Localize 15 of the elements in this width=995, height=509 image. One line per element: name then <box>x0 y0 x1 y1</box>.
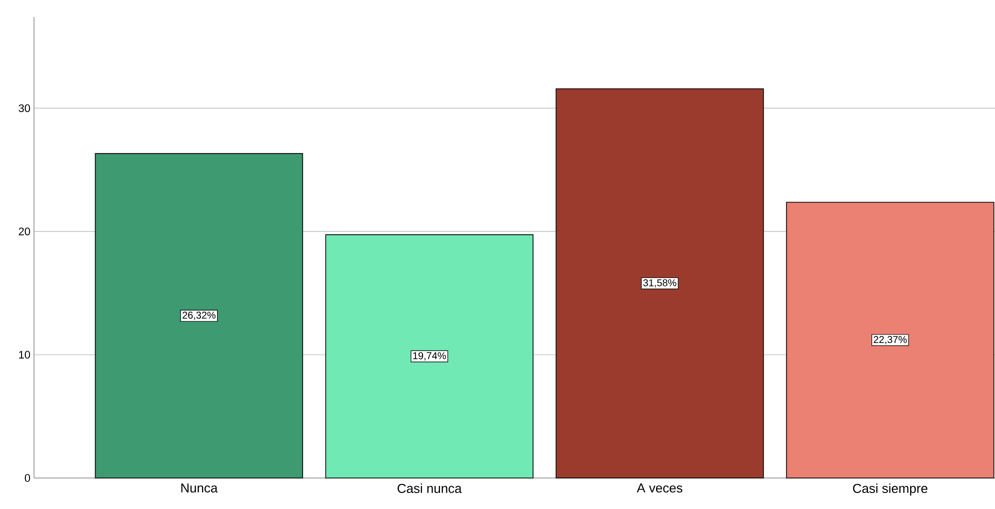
bar <box>94 153 304 478</box>
bar <box>325 234 534 478</box>
data-label: 26,32% <box>182 312 216 320</box>
bar <box>556 88 764 478</box>
x-tick-label: A veces <box>636 484 682 493</box>
x-tick-label: Casi siempre <box>853 484 928 496</box>
x-tick-label: Casi nunca <box>398 484 462 494</box>
data-label: 22,37% <box>874 336 907 344</box>
y-tick-label: 10 <box>19 350 30 359</box>
y-tick-label: 30 <box>18 104 30 112</box>
y-tick-label: 20 <box>18 228 30 236</box>
data-label: 19,74% <box>413 352 446 360</box>
data-label: 31,58% <box>643 279 676 288</box>
x-tick-label: Nunca <box>181 484 218 493</box>
y-tick-label: 0 <box>24 474 30 482</box>
